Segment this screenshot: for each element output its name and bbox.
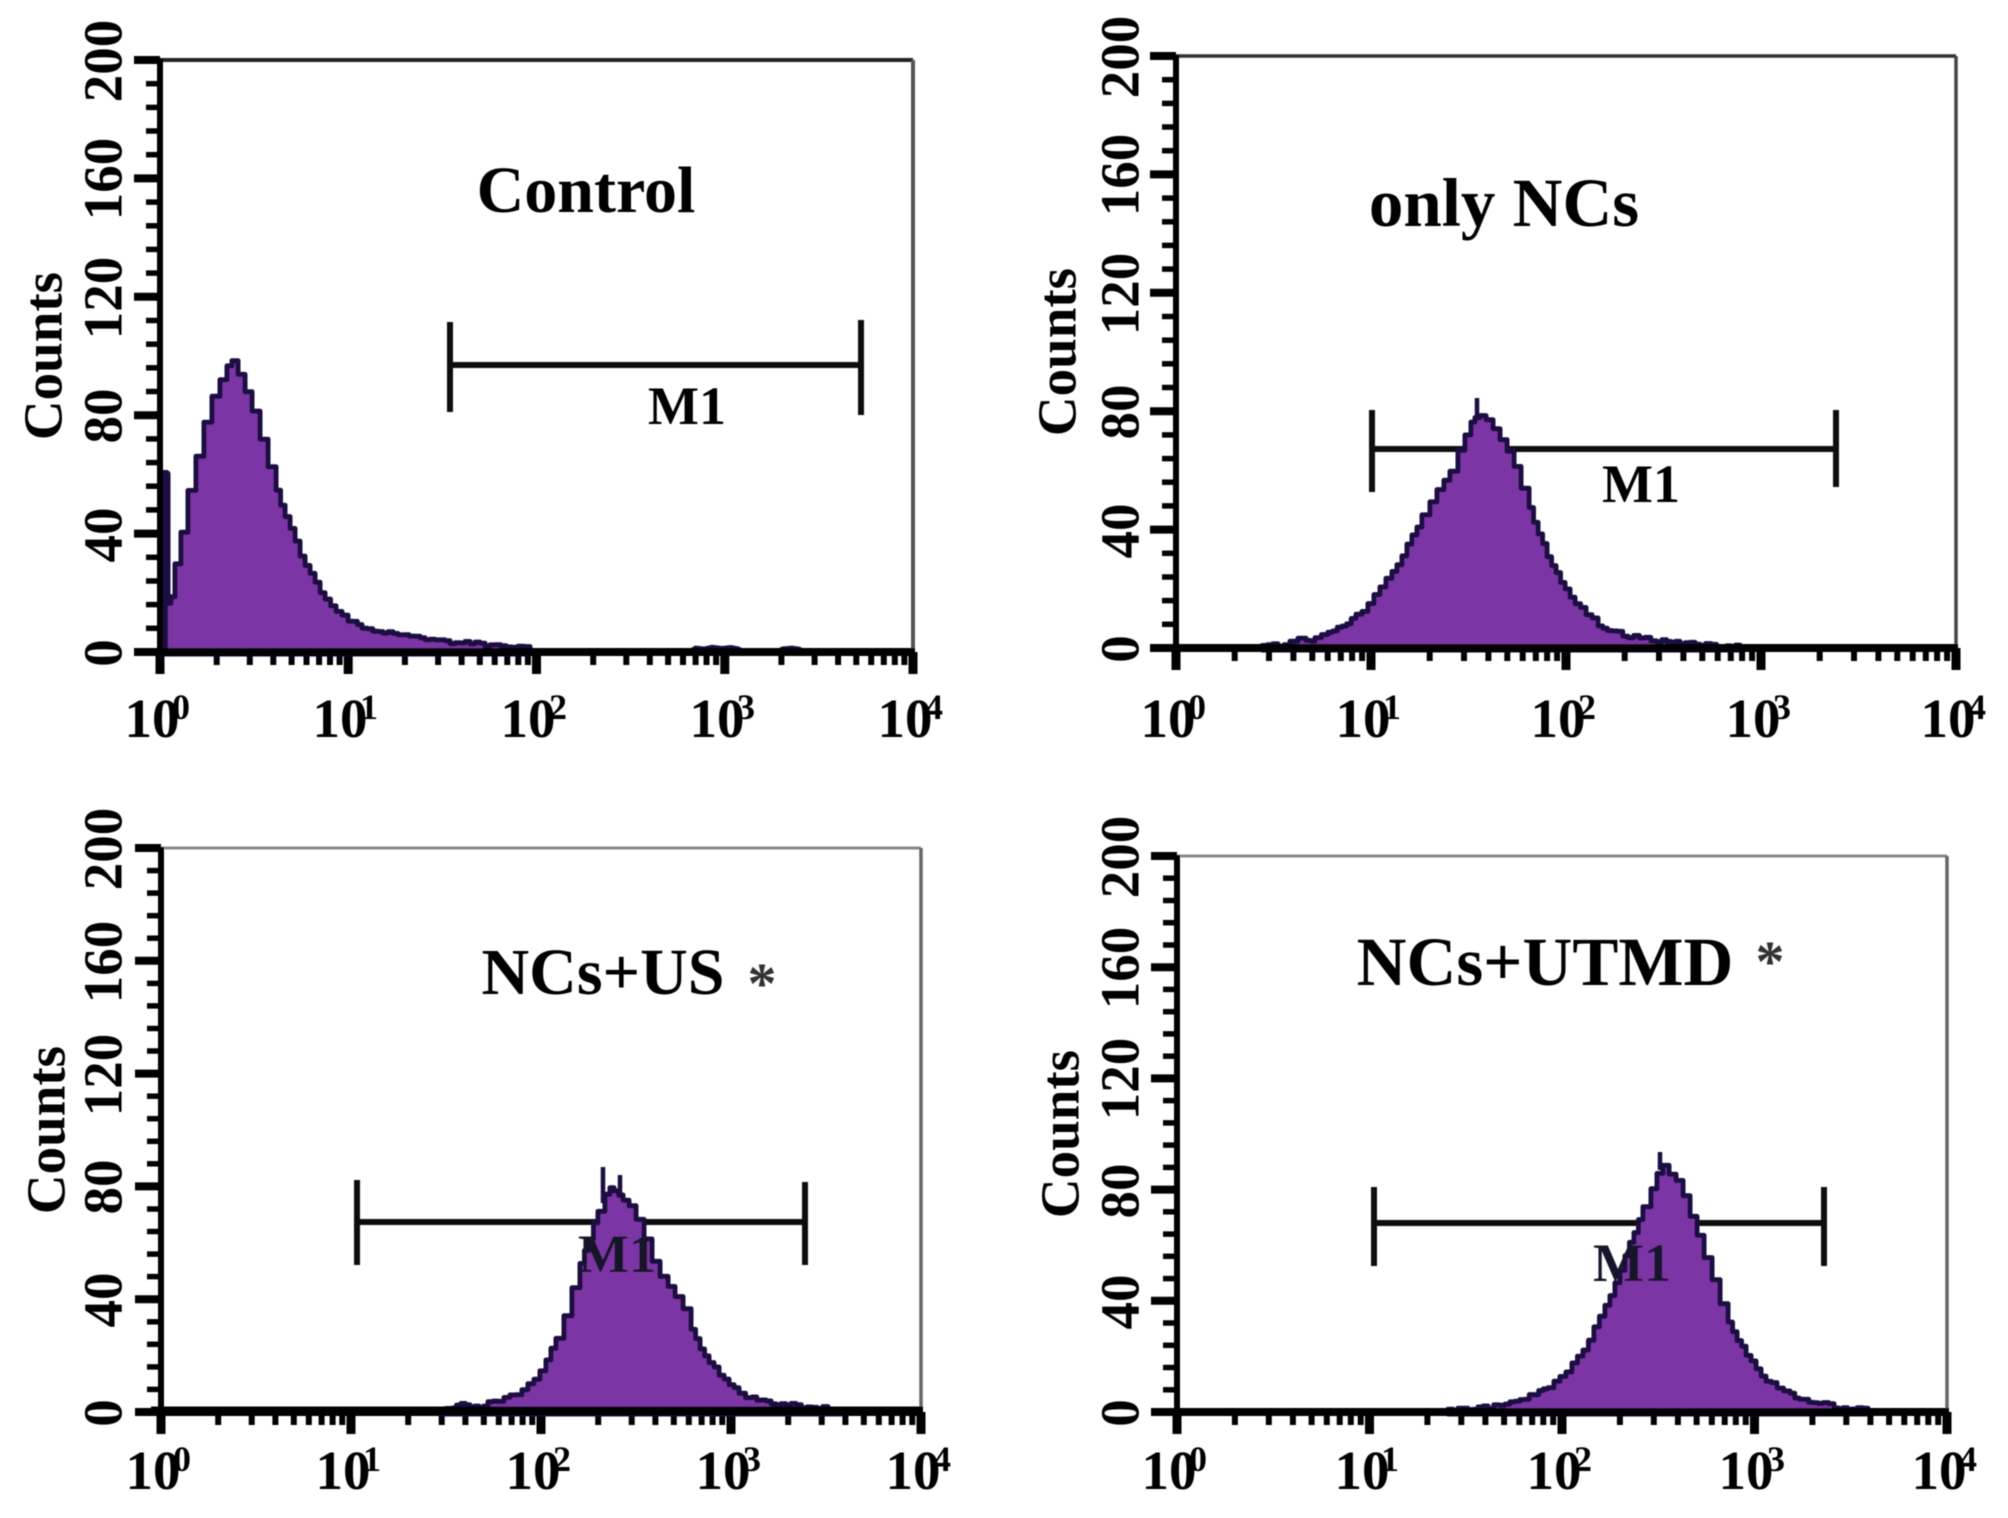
svg-text:200: 200: [1090, 816, 1151, 899]
svg-text:40: 40: [1090, 1275, 1151, 1330]
svg-text:40: 40: [73, 1273, 134, 1328]
svg-text:2: 2: [1578, 687, 1596, 727]
svg-text:80: 80: [73, 389, 134, 444]
svg-text:10: 10: [1335, 1440, 1390, 1501]
svg-text:80: 80: [1090, 385, 1151, 440]
svg-text:160: 160: [1090, 927, 1151, 1010]
svg-text:4: 4: [1968, 687, 1986, 727]
svg-text:M1: M1: [1602, 454, 1680, 514]
svg-text:0: 0: [1090, 635, 1151, 663]
svg-text:10: 10: [1527, 1440, 1582, 1501]
svg-text:3: 3: [737, 687, 755, 727]
svg-text:10: 10: [878, 688, 933, 749]
svg-text:10: 10: [125, 688, 180, 749]
svg-text:10: 10: [1912, 1440, 1967, 1501]
svg-text:120: 120: [73, 257, 134, 340]
svg-text:10: 10: [506, 1440, 561, 1501]
svg-text:1: 1: [1383, 687, 1401, 727]
svg-text:10: 10: [1726, 688, 1781, 749]
svg-text:2: 2: [1574, 1439, 1592, 1479]
svg-text:1: 1: [1381, 1439, 1399, 1479]
svg-text:0: 0: [1090, 1399, 1151, 1427]
svg-text:3: 3: [1773, 687, 1791, 727]
svg-text:80: 80: [73, 1160, 134, 1215]
svg-text:0: 0: [172, 687, 190, 727]
svg-text:200: 200: [1090, 16, 1151, 99]
svg-text:2: 2: [553, 1439, 571, 1479]
svg-text:200: 200: [73, 20, 134, 103]
svg-text:NCs+UTMD: NCs+UTMD: [1357, 924, 1734, 1000]
svg-text:Counts: Counts: [13, 272, 74, 440]
svg-text:1: 1: [360, 687, 378, 727]
svg-text:0: 0: [1189, 1439, 1207, 1479]
svg-text:10: 10: [501, 688, 556, 749]
svg-text:10: 10: [313, 688, 368, 749]
svg-text:120: 120: [1090, 1038, 1151, 1121]
svg-text:160: 160: [73, 138, 134, 221]
svg-text:10: 10: [126, 1440, 181, 1501]
svg-text:*: *: [748, 951, 777, 1016]
svg-text:10: 10: [1142, 1440, 1197, 1501]
svg-text:Control: Control: [477, 154, 696, 227]
svg-text:10: 10: [1336, 688, 1391, 749]
svg-text:80: 80: [1090, 1164, 1151, 1219]
svg-text:4: 4: [925, 687, 943, 727]
svg-text:120: 120: [1090, 253, 1151, 336]
svg-text:3: 3: [1767, 1439, 1785, 1479]
svg-text:4: 4: [933, 1439, 951, 1479]
svg-text:10: 10: [696, 1440, 751, 1501]
svg-text:40: 40: [1090, 504, 1151, 559]
svg-text:160: 160: [73, 921, 134, 1004]
svg-text:only NCs: only NCs: [1369, 165, 1639, 241]
svg-text:3: 3: [743, 1439, 761, 1479]
svg-text:10: 10: [316, 1440, 371, 1501]
svg-text:M1: M1: [578, 1224, 656, 1284]
svg-text:NCs+US: NCs+US: [482, 936, 725, 1009]
svg-text:0: 0: [1188, 687, 1206, 727]
svg-text:120: 120: [73, 1034, 134, 1117]
svg-text:Counts: Counts: [1027, 268, 1088, 436]
svg-text:*: *: [1756, 929, 1785, 994]
svg-text:0: 0: [173, 1439, 191, 1479]
svg-text:10: 10: [886, 1440, 941, 1501]
svg-text:Counts: Counts: [16, 1046, 77, 1214]
svg-text:0: 0: [73, 639, 134, 667]
svg-text:160: 160: [1090, 134, 1151, 217]
svg-text:1: 1: [363, 1439, 381, 1479]
svg-text:4: 4: [1959, 1439, 1977, 1479]
svg-text:10: 10: [1141, 688, 1196, 749]
svg-text:10: 10: [690, 688, 745, 749]
svg-text:40: 40: [73, 508, 134, 563]
svg-text:200: 200: [73, 808, 134, 891]
svg-text:10: 10: [1719, 1440, 1774, 1501]
svg-text:10: 10: [1921, 688, 1976, 749]
svg-text:0: 0: [73, 1399, 134, 1427]
svg-text:2: 2: [549, 687, 567, 727]
svg-text:M1: M1: [648, 376, 726, 436]
svg-text:Counts: Counts: [1030, 1050, 1091, 1218]
svg-text:M1: M1: [1593, 1233, 1671, 1293]
svg-text:10: 10: [1531, 688, 1586, 749]
